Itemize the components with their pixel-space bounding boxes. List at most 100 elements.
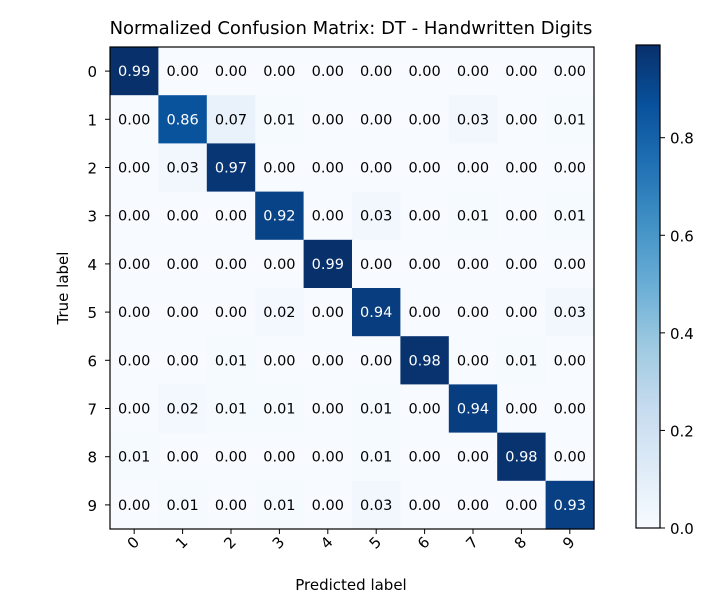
heatmap-cell-8-1 <box>158 432 208 482</box>
heatmap-cell-label-0-7: 0.00 <box>457 64 489 80</box>
heatmap-cell-label-0-2: 0.00 <box>215 64 247 80</box>
colorbar-frame <box>635 44 661 529</box>
heatmap-cell-label-0-4: 0.00 <box>312 64 344 80</box>
x-tick-label-2: 2 <box>220 533 239 552</box>
heatmap-cell-5-7 <box>448 288 498 337</box>
heatmap-cell-label-6-4: 0.00 <box>312 353 344 369</box>
heatmap-cell-label-7-6: 0.00 <box>408 402 440 418</box>
y-tick-label-7: 7 <box>87 401 97 419</box>
heatmap-cell-label-5-8: 0.00 <box>505 305 537 321</box>
heatmap-cell-label-7-0: 0.00 <box>118 402 150 418</box>
heatmap-cell-labels: 0.99 0.00 0.00 0.00 0.00 0.00 0.00 0.00 0.00 0.00… <box>118 64 586 514</box>
y-tick-label-9: 9 <box>87 497 97 515</box>
heatmap-cell-7-0 <box>110 384 159 434</box>
y-tick-label-4: 4 <box>87 256 97 274</box>
heatmap-cell-label-3-5: 0.03 <box>360 209 392 225</box>
heatmap-cell-label-5-0: 0.00 <box>118 305 150 321</box>
heatmap-cell-6-8 <box>497 336 547 385</box>
heatmap-cell-2-2 <box>206 143 256 193</box>
heatmap-cell-7-5 <box>352 384 401 434</box>
x-tick-label-9: 9 <box>559 533 578 552</box>
heatmap-cell-5-2 <box>206 288 256 337</box>
heatmap-cell-5-9 <box>545 288 595 337</box>
heatmap-cell-4-8 <box>497 239 547 289</box>
heatmap-cell-5-1 <box>158 288 208 337</box>
heatmap-cell-5-4 <box>303 288 353 337</box>
heatmap-cell-label-3-8: 0.00 <box>505 209 537 225</box>
heatmap-cell-label-3-1: 0.00 <box>166 209 198 225</box>
heatmap-cell-label-2-7: 0.00 <box>457 161 489 177</box>
heatmap-cell-4-3 <box>255 239 305 289</box>
heatmap-cell-5-5 <box>352 288 401 337</box>
heatmap-cell-label-5-9: 0.03 <box>554 305 586 321</box>
heatmap-cell-4-4 <box>303 239 353 289</box>
heatmap-cell-label-7-2: 0.01 <box>215 402 247 418</box>
y-tick-labels: 0 1 2 3 4 5 6 7 8 9 <box>87 63 110 515</box>
heatmap-cell-label-6-3: 0.00 <box>263 353 295 369</box>
heatmap-cell-label-9-6: 0.00 <box>408 498 440 514</box>
heatmap-cell-5-0 <box>110 288 159 337</box>
heatmap-cell-1-9 <box>545 95 595 144</box>
heatmap-cell-label-1-1: 0.86 <box>166 112 198 128</box>
x-tick-label-3: 3 <box>269 533 288 552</box>
heatmap-cell-2-7 <box>448 143 498 193</box>
heatmap-cell-label-0-8: 0.00 <box>505 64 537 80</box>
heatmap-cell-8-3 <box>255 432 305 482</box>
heatmap-cell-2-4 <box>303 143 353 193</box>
heatmap-cell-label-4-0: 0.00 <box>118 257 150 273</box>
heatmap-cell-label-8-8: 0.98 <box>505 450 537 466</box>
heatmap-cell-label-9-5: 0.03 <box>360 498 392 514</box>
heatmap-cell-7-9 <box>545 384 595 434</box>
heatmap-cell-0-2 <box>206 47 256 96</box>
colorbar-ticks: 0.0 0.2 0.4 0.6 0.8 <box>660 130 694 538</box>
heatmap-cell-6-7 <box>448 336 498 385</box>
heatmap-cell-9-3 <box>255 480 305 530</box>
heatmap-cell-label-2-6: 0.00 <box>408 161 440 177</box>
heatmap-cell-1-3 <box>255 95 305 144</box>
heatmap-cell-5-3 <box>255 288 305 337</box>
heatmap-cell-label-1-7: 0.03 <box>457 112 489 128</box>
x-tick-label-5: 5 <box>366 533 385 552</box>
heatmap-cell-label-3-6: 0.00 <box>408 209 440 225</box>
heatmap-cell-label-8-9: 0.00 <box>554 450 586 466</box>
heatmap-cell-label-0-6: 0.00 <box>408 64 440 80</box>
heatmap-cell-label-7-7: 0.94 <box>457 402 489 418</box>
heatmap-cell-8-7 <box>448 432 498 482</box>
heatmap-cell-8-5 <box>352 432 401 482</box>
heatmap-cell-4-7 <box>448 239 498 289</box>
heatmap-cell-label-5-1: 0.00 <box>166 305 198 321</box>
heatmap-cell-3-1 <box>158 191 208 241</box>
heatmap-cell-3-7 <box>448 191 498 241</box>
heatmap-cell-6-1 <box>158 336 208 385</box>
heatmap-cell-label-7-5: 0.01 <box>360 402 392 418</box>
heatmap-cell-label-7-4: 0.00 <box>312 402 344 418</box>
heatmap-cell-9-1 <box>158 480 208 530</box>
heatmap-cell-label-6-2: 0.01 <box>215 353 247 369</box>
heatmap-cell-4-2 <box>206 239 256 289</box>
heatmap-cell-4-0 <box>110 239 159 289</box>
heatmap-cell-label-4-3: 0.00 <box>263 257 295 273</box>
heatmap-cell-0-1 <box>158 47 208 96</box>
heatmap-cell-label-2-4: 0.00 <box>312 161 344 177</box>
colorbar-tick-label-0: 0.0 <box>670 520 694 538</box>
heatmap-cell-label-7-8: 0.00 <box>505 402 537 418</box>
y-tick-label-3: 3 <box>87 208 97 226</box>
x-axis-label: Predicted label <box>295 576 406 594</box>
heatmap-cell-0-6 <box>400 47 450 96</box>
heatmap-cell-label-4-4: 0.99 <box>312 257 344 273</box>
heatmap-cell-4-9 <box>545 239 595 289</box>
heatmap-cell-label-3-3: 0.92 <box>263 209 295 225</box>
heatmap-cell-0-8 <box>497 47 547 96</box>
heatmap-cell-label-8-4: 0.00 <box>312 450 344 466</box>
heatmap-cell-3-3 <box>255 191 305 241</box>
heatmap-cell-8-9 <box>545 432 595 482</box>
colorbar-tick-label-4: 0.8 <box>670 130 694 148</box>
heatmap-cell-6-9 <box>545 336 595 385</box>
colorbar-tick-label-2: 0.4 <box>670 325 694 343</box>
heatmap-cell-9-6 <box>400 480 450 530</box>
heatmap-cell-6-0 <box>110 336 159 385</box>
heatmap-cell-8-4 <box>303 432 353 482</box>
y-tick-label-5: 5 <box>87 304 97 322</box>
heatmap-cell-label-2-0: 0.00 <box>118 161 150 177</box>
